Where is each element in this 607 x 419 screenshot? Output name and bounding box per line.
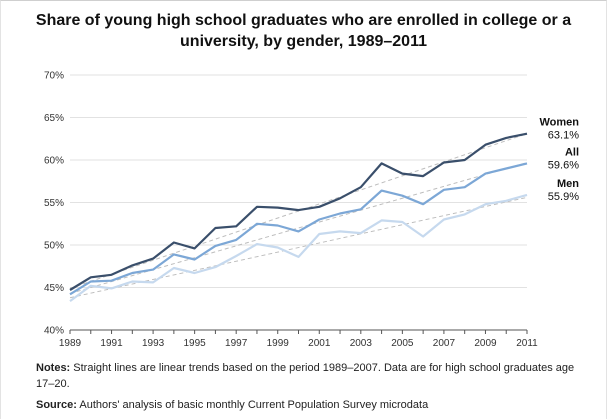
x-tick-label: 2003: [350, 338, 373, 349]
x-tick-label: 1997: [225, 338, 248, 349]
series-label-men: Men: [557, 178, 579, 190]
y-tick-label: 70%: [44, 71, 64, 82]
line-chart: 40% 45% 50% 55% 60% 65% 70% 1989 1991 1993 1995 199…: [44, 71, 579, 350]
series-line-all: [69, 162, 528, 296]
x-tick-label: 2007: [433, 338, 456, 349]
x-tick-label: 2009: [474, 338, 497, 349]
gridlines: [70, 74, 527, 288]
y-tick-label: 50%: [44, 241, 64, 252]
notes-label: Notes:: [36, 362, 71, 374]
series-line-men: [69, 193, 528, 302]
x-tick-label: 1989: [59, 338, 82, 349]
trend-line-all: [69, 162, 528, 294]
series-value-all: 59.6%: [548, 159, 579, 171]
x-tick-label: 1993: [142, 338, 165, 349]
series-label-all: All: [565, 146, 579, 158]
series-label-women: Women: [539, 117, 579, 129]
series-value-men: 55.9%: [548, 191, 579, 203]
axes: 40% 45% 50% 55% 60% 65% 70% 1989 1991 1993 1995 199…: [44, 71, 538, 350]
x-tick-label: 1991: [100, 338, 123, 349]
chart-source: Source: Authors' analysis of basic month…: [36, 398, 581, 412]
y-tick-label: 60%: [44, 156, 64, 167]
notes-text: Straight lines are linear trends based o…: [36, 362, 575, 390]
trend-line-men: [69, 196, 528, 299]
data-series: [69, 132, 528, 302]
source-text: Authors' analysis of basic monthly Curre…: [76, 399, 429, 411]
source-label: Source:: [36, 399, 77, 411]
chart-notes: Notes: Straight lines are linear trends …: [36, 360, 581, 392]
x-tick-label: 1999: [267, 338, 290, 349]
x-tick-label: 1995: [184, 338, 207, 349]
y-tick-label: 45%: [44, 283, 64, 294]
x-tick-label: 2011: [516, 338, 538, 349]
y-tick-label: 65%: [44, 113, 64, 124]
series-value-women: 63.1%: [548, 130, 579, 142]
series-line-women: [69, 132, 528, 291]
y-tick-label: 40%: [44, 326, 64, 337]
x-tick-label: 2005: [391, 338, 414, 349]
x-tick-label: 2001: [308, 338, 331, 349]
chart-title: Share of young high school graduates who…: [35, 12, 572, 50]
y-tick-label: 55%: [44, 198, 64, 209]
